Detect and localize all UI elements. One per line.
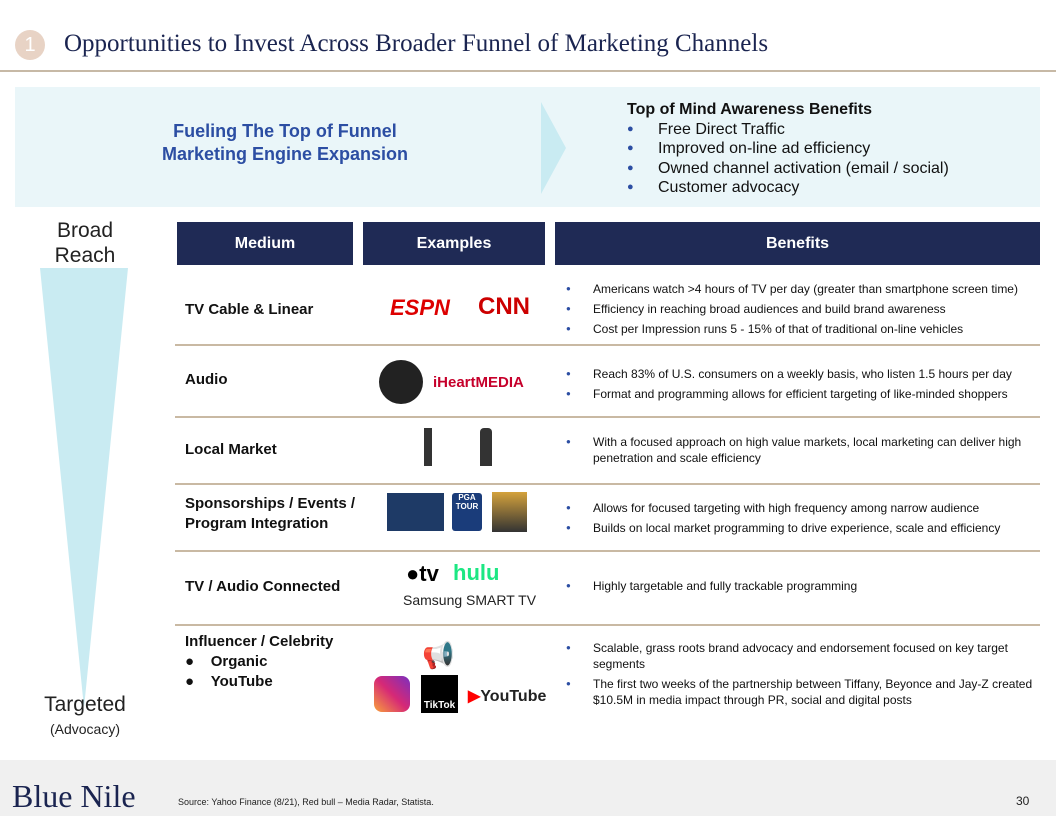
label: Broad xyxy=(56,219,114,242)
samsung-smart-tv-logo: Samsung SMART TV xyxy=(403,592,537,608)
benefit: Reach 83% of U.S. consumers on a weekly … xyxy=(566,366,1036,382)
espn-logo: ESPN xyxy=(390,295,450,320)
iheartmedia-logo: iHeartMEDIA xyxy=(433,374,524,391)
page-number: 30 xyxy=(1016,794,1030,808)
label: Targeted xyxy=(44,693,126,716)
medium-tv: TV Cable & Linear xyxy=(185,301,314,318)
benefits-influencer: Scalable, grass roots brand advocacy and… xyxy=(566,640,1036,712)
benefits-local: With a focused approach on high value ma… xyxy=(566,434,1036,470)
grammy-icon xyxy=(492,492,527,532)
benefit: The first two weeks of the partnership b… xyxy=(566,676,1036,708)
header-medium: Medium xyxy=(177,222,353,265)
benefit: Cost per Impression runs 5 - 15% of that… xyxy=(566,321,1036,337)
blue-nile-logo: Blue Nile xyxy=(12,778,136,814)
source-note: Source: Yahoo Finance (8/21), Red bull –… xyxy=(178,797,434,807)
medium-connected: TV / Audio Connected xyxy=(185,578,341,595)
row-divider xyxy=(175,483,1040,485)
benefit-item: Owned channel activation (email / social… xyxy=(627,159,949,179)
benefit: Efficiency in reaching broad audiences a… xyxy=(566,301,1036,317)
label: Influencer / Celebrity xyxy=(185,633,334,650)
benefit: Americans watch >4 hours of TV per day (… xyxy=(566,281,1036,297)
header-examples: Examples xyxy=(363,222,545,265)
arrow-icon xyxy=(541,102,566,194)
medium-local: Local Market xyxy=(185,441,277,458)
football-logo-icon xyxy=(387,493,444,531)
header-benefits: Benefits xyxy=(555,222,1040,265)
benefit: Format and programming allows for effici… xyxy=(566,386,1036,402)
benefits-audio: Reach 83% of U.S. consumers on a weekly … xyxy=(566,366,1036,406)
sub-item: ● Organic xyxy=(185,653,268,670)
banner-line: Marketing Engine Expansion xyxy=(161,144,409,164)
benefit-item: Customer advocacy xyxy=(627,178,949,198)
benefit: With a focused approach on high value ma… xyxy=(566,434,1036,466)
label: YouTube xyxy=(210,673,273,690)
footer xyxy=(0,760,1056,816)
benefits-sponsorships: Allows for focused targeting with high f… xyxy=(566,500,1036,540)
benefit: Builds on local market programming to dr… xyxy=(566,520,1036,536)
funnel-triangle xyxy=(40,268,128,708)
cnn-logo: CNN xyxy=(478,293,530,320)
logo-text: tv xyxy=(419,561,439,586)
awareness-benefits: Top of Mind Awareness Benefits Free Dire… xyxy=(627,100,949,198)
pga-tour-logo: PGA TOUR xyxy=(452,493,482,531)
row-divider xyxy=(175,550,1040,552)
play-icon: ▶ xyxy=(468,688,481,705)
banner-line: Fueling The Top of Funnel xyxy=(173,121,397,141)
statue-of-liberty-icon xyxy=(480,428,492,466)
apple-icon: ● xyxy=(406,561,420,586)
sub-item: ● YouTube xyxy=(185,673,273,690)
benefits-connected: Highly targetable and fully trackable pr… xyxy=(566,578,1036,598)
medium-influencer: Influencer / Celebrity ● Organic ● YouTu… xyxy=(185,632,333,692)
section-number: 1 xyxy=(15,30,45,60)
banner-heading: Fueling The Top of Funnel Marketing Engin… xyxy=(120,120,450,166)
megaphone-icon: 📢 xyxy=(422,640,455,670)
label: Organic xyxy=(210,653,268,670)
space-needle-icon xyxy=(424,428,432,466)
benefit-item: Free Direct Traffic xyxy=(627,120,949,140)
row-divider xyxy=(175,416,1040,418)
page-title: Opportunities to Invest Across Broader F… xyxy=(64,30,769,57)
label: (Advocacy) xyxy=(49,721,121,737)
apple-tv-logo: ●tv xyxy=(406,561,439,587)
benefit: Highly targetable and fully trackable pr… xyxy=(566,578,1036,594)
logo-text: YouTube xyxy=(480,688,547,705)
label: Reach xyxy=(54,244,116,267)
youtube-logo: ▶YouTube xyxy=(468,686,546,706)
podcast-logo-icon xyxy=(379,360,423,404)
medium-audio: Audio xyxy=(185,371,228,388)
title-divider xyxy=(0,70,1056,72)
benefits-tv: Americans watch >4 hours of TV per day (… xyxy=(566,281,1036,341)
benefits-title: Top of Mind Awareness Benefits xyxy=(627,101,873,118)
medium-sponsorships: Sponsorships / Events / Program Integrat… xyxy=(185,495,356,532)
benefit-item: Improved on-line ad efficiency xyxy=(627,139,949,159)
tiktok-logo: TikTok xyxy=(421,675,458,713)
hulu-logo: hulu xyxy=(453,560,500,585)
row-divider xyxy=(175,624,1040,626)
instagram-icon xyxy=(374,676,410,712)
funnel-bottom-label: Targeted (Advocacy) xyxy=(40,692,130,742)
benefit: Scalable, grass roots brand advocacy and… xyxy=(566,640,1036,672)
row-divider xyxy=(175,344,1040,346)
benefit: Allows for focused targeting with high f… xyxy=(566,500,1036,516)
